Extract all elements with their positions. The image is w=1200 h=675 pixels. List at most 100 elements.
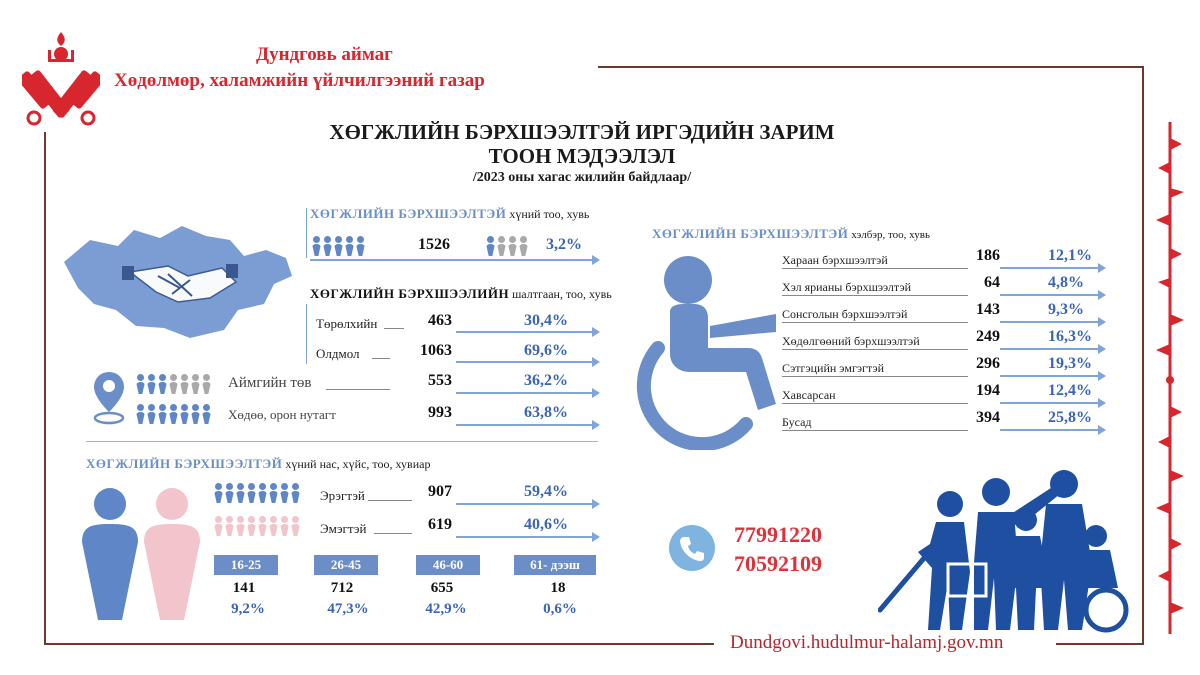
gender-row-leader (374, 533, 412, 534)
person-icon (280, 483, 289, 503)
cause-heading-main: ХӨГЖЛИЙН БЭРХШЭЭЛИЙН (310, 286, 510, 301)
person-icon (158, 404, 167, 424)
gender-section-heading: ХӨГЖЛИЙН БЭРХШЭЭЛТЭЙ хүний нас, хүйс, то… (86, 456, 430, 472)
total-percent-people-icons (486, 236, 530, 256)
types-heading-sub: хэлбэр, тоо, хувь (851, 229, 930, 241)
type-row-leader (782, 322, 968, 323)
person-icon (236, 516, 245, 536)
person-icon (247, 516, 256, 536)
type-row-arrow (1000, 344, 1106, 354)
org-name-line2: Хөдөлмөр, халамжийн үйлчилгээний газар (114, 70, 485, 91)
cause-row-arrow (456, 357, 600, 367)
total-section-heading: ХӨГЖЛИЙН БЭРХШЭЭЛТЭЙ хүний тоо, хувь (310, 206, 589, 222)
age-range-percent: 47,3% (327, 601, 369, 617)
type-row-arrow (1000, 425, 1106, 435)
type-row-percent: 12,1% (1048, 247, 1092, 264)
age-range-badge: 26-45 (314, 555, 378, 575)
gender-row-count: 619 (428, 516, 452, 533)
location-pin-icon (93, 372, 125, 425)
total-heading-sub: хүний тоо, хувь (509, 207, 590, 221)
location-row-count: 993 (428, 404, 452, 421)
person-icon (291, 483, 300, 503)
location-row-arrow (456, 420, 600, 430)
cause-row-count: 1063 (420, 342, 452, 359)
gender-row-arrow (456, 532, 600, 542)
wheelchair-icon (636, 256, 776, 450)
type-row-percent: 12,4% (1048, 382, 1092, 399)
organization-logo-icon (22, 32, 100, 126)
age-range-count: 712 (330, 580, 354, 596)
female-people-icons (214, 516, 302, 536)
total-section-bracket (306, 208, 307, 258)
type-row-percent: 4,8% (1048, 274, 1084, 291)
type-row-arrow (1000, 398, 1106, 408)
website-link[interactable]: Dundgovi.hudulmur-halamj.gov.mn (730, 632, 1004, 653)
frame-right (1142, 66, 1144, 644)
person-icon (191, 374, 200, 394)
person-icon (486, 236, 495, 256)
type-row-percent: 16,3% (1048, 328, 1092, 345)
phone-number-1[interactable]: 77991220 (734, 522, 822, 547)
cause-row-percent: 30,4% (524, 312, 568, 329)
gender-row-arrow (456, 499, 600, 509)
cause-row-label: Төрөлхийн (316, 316, 378, 331)
gender-row-percent: 40,6% (524, 516, 568, 533)
type-row-label: Сонсголын бэрхшээлтэй (782, 307, 908, 321)
person-icon (180, 374, 189, 394)
cause-row-arrow (456, 327, 600, 337)
location-row-label: Хөдөө, орон нутагт (228, 407, 336, 422)
person-icon (169, 374, 178, 394)
location-row-count: 553 (428, 372, 452, 389)
person-icon (508, 236, 517, 256)
type-row-percent: 25,8% (1048, 409, 1092, 426)
type-row-percent: 19,3% (1048, 355, 1092, 372)
type-row-leader (782, 295, 968, 296)
gender-row-leader (368, 500, 412, 501)
gender-row-count: 907 (428, 483, 452, 500)
person-icon (191, 404, 200, 424)
person-icon (214, 516, 223, 536)
location-row-label: Аймгийн төв (228, 375, 312, 391)
person-icon (136, 404, 145, 424)
total-heading-main: ХӨГЖЛИЙН БЭРХШЭЭЛТЭЙ (310, 206, 507, 221)
age-range-percent: 0,6% (543, 601, 577, 617)
type-row-count: 394 (976, 409, 1000, 426)
person-icon (269, 516, 278, 536)
total-divider (310, 255, 600, 265)
type-row-arrow (1000, 371, 1106, 381)
person-icon (247, 483, 256, 503)
phone-number-2[interactable]: 70592109 (734, 551, 822, 576)
type-row-label: Хараан бэрхшээлтэй (782, 253, 888, 267)
org-name-line1: Дундговь аймаг (256, 44, 393, 65)
location-center-people-icons (136, 374, 213, 394)
type-row-count: 249 (976, 328, 1000, 345)
person-icon (214, 483, 223, 503)
person-icon (269, 483, 278, 503)
person-icon (147, 374, 156, 394)
frame-bottom-right (1056, 643, 1144, 645)
mongolia-map-icon (64, 226, 292, 338)
types-section-heading: ХӨГЖЛИЙН БЭРХШЭЭЛТЭЙ хэлбэр, тоо, хувь (652, 226, 930, 242)
person-icon (169, 404, 178, 424)
person-icon (258, 483, 267, 503)
cause-row-count: 463 (428, 312, 452, 329)
age-range-count: 141 (232, 580, 256, 596)
cause-section-heading: ХӨГЖЛИЙН БЭРХШЭЭЛИЙН шалтгаан, тоо, хувь (310, 286, 612, 302)
vertical-script-decoration (1156, 122, 1184, 634)
gender-row-percent: 59,4% (524, 483, 568, 500)
person-icon (136, 374, 145, 394)
age-range-count: 18 (550, 580, 566, 596)
type-row-leader (782, 376, 968, 377)
type-row-leader (782, 403, 968, 404)
person-icon (147, 404, 156, 424)
total-percent: 3,2% (546, 236, 582, 253)
person-icon (180, 404, 189, 424)
person-icon (280, 516, 289, 536)
page-subtitle: /2023 оны хагас жилийн байдлаар/ (472, 170, 692, 185)
type-row-leader (782, 430, 968, 431)
type-row-count: 186 (976, 247, 1000, 264)
location-row-percent: 36,2% (524, 372, 568, 389)
person-icon (345, 236, 354, 256)
cause-row-label: Олдмол (316, 346, 360, 361)
page-title-line2: ТООН МЭДЭЭЛЭЛ (488, 144, 676, 168)
